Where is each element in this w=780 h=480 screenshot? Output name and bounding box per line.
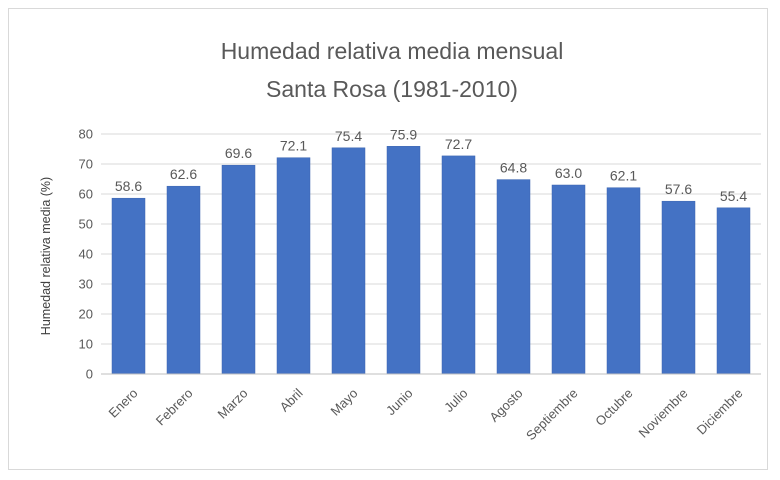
y-axis-label: Humedad relativa media (%) [39,177,53,335]
x-tick-label: Abril [277,385,306,414]
gridlines [101,133,761,345]
bar [111,197,146,375]
y-tick-label: 0 [86,367,93,382]
chart-frame: Humedad relativa media mensual Santa Ros… [8,8,768,470]
bar [386,146,421,375]
y-tick-label: 80 [79,127,93,142]
data-label: 62.6 [170,166,197,182]
x-tick-label: Marzo [214,386,250,422]
data-label: 64.8 [500,160,527,176]
data-label: 57.6 [665,181,692,197]
data-label: 75.9 [390,126,417,142]
bar [441,155,476,375]
x-tick-label: Agosto [486,386,525,425]
bar-chart: Humedad relativa media mensual Santa Ros… [39,38,761,443]
data-label: 55.4 [720,188,747,204]
x-tick-label: Junio [383,386,416,419]
y-tick-label: 70 [79,157,93,172]
data-label: 62.1 [610,168,637,184]
x-tick-label: Noviembre [636,386,691,441]
data-label: 75.4 [335,128,362,144]
chart-title: Humedad relativa media mensual [221,38,564,64]
x-tick-label: Enero [105,386,140,421]
y-tick-label: 20 [79,307,93,322]
x-tick-label: Diciembre [694,386,746,438]
bar [716,207,751,375]
bar [331,147,366,375]
x-tick-label: Septiembre [523,386,581,444]
data-label: 69.6 [225,145,252,161]
y-tick-label: 10 [79,337,93,352]
chart-subtitle: Santa Rosa (1981-2010) [266,76,518,102]
data-label: 72.7 [445,136,472,152]
y-tick-label: 30 [79,277,93,292]
data-labels: 58.6 62.6 69.6 72.1 75.4 75.9 72.7 64.8 63.0 62.1… [115,126,747,204]
y-tick-label: 50 [79,217,93,232]
bar [496,179,531,375]
bar [661,200,696,375]
x-tick-label: Julio [441,386,471,416]
x-tick-label: Febrero [153,386,196,429]
data-label: 63.0 [555,165,582,181]
bar [606,187,641,375]
x-axis-ticks: Enero Febrero Marzo Abril Mayo Junio Julio Agos… [105,385,745,443]
data-label: 72.1 [280,138,307,154]
y-tick-label: 60 [79,187,93,202]
bar [551,184,586,375]
x-tick-label: Octubre [592,386,635,429]
bar [221,164,256,375]
bars [111,146,751,375]
y-tick-label: 40 [79,247,93,262]
data-label: 58.6 [115,178,142,194]
bar [166,185,201,375]
bar [276,157,311,375]
y-axis-ticks: 0 10 20 30 40 50 60 70 80 [79,127,93,382]
x-tick-label: Mayo [328,386,361,419]
